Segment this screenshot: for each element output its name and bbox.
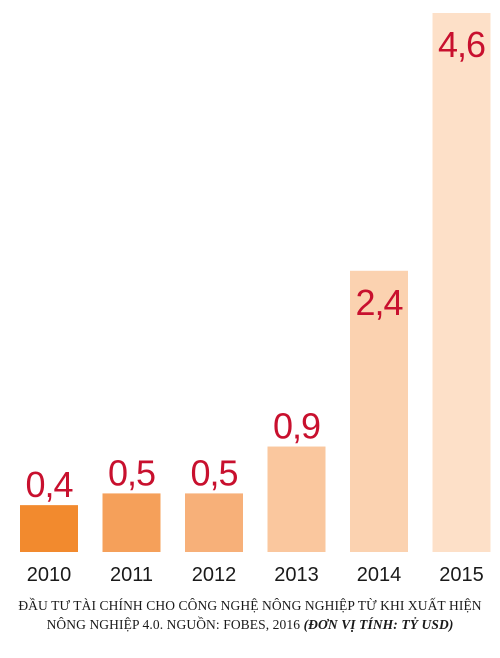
bar-2010 <box>20 505 78 552</box>
bar-2012 <box>185 493 243 552</box>
value-label-2013: 0,9 <box>273 406 320 447</box>
bar-2014 <box>350 270 408 552</box>
category-label-2013: 2013 <box>274 564 319 586</box>
caption-source: NÔNG NGHIỆP 4.0. NGUỒN: FOBES, 2016 <box>46 617 301 632</box>
bar-2015 <box>432 13 491 552</box>
caption-line-1: ĐẦU TƯ TÀI CHÍNH CHO CÔNG NGHỆ NÔNG NGHI… <box>18 598 482 613</box>
value-label-2010: 0,4 <box>25 464 72 505</box>
category-label-2015: 2015 <box>439 564 484 586</box>
caption-unit: (ĐƠN VỊ TÍNH: TỶ USD) <box>303 617 454 632</box>
category-label-2010: 2010 <box>27 564 72 586</box>
caption-line-2: NÔNG NGHIỆP 4.0. NGUỒN: FOBES, 2016 (ĐƠN… <box>0 615 500 634</box>
chart-caption: ĐẦU TƯ TÀI CHÍNH CHO CÔNG NGHỆ NÔNG NGHI… <box>0 596 500 634</box>
value-label-2011: 0,5 <box>108 452 155 493</box>
category-label-2014: 2014 <box>357 564 402 586</box>
category-label-2011: 2011 <box>110 564 153 586</box>
value-label-2014: 2,4 <box>355 282 402 323</box>
bar-chart: 0,4 2010 0,5 2011 0,5 2012 0,9 2013 2,4 2014 4,6 20… <box>20 13 491 586</box>
category-label-2012: 2012 <box>192 564 237 586</box>
bar-2011 <box>102 493 161 552</box>
value-label-2015: 4,6 <box>438 24 485 65</box>
bar-2013 <box>267 446 326 552</box>
value-label-2012: 0,5 <box>190 452 237 493</box>
